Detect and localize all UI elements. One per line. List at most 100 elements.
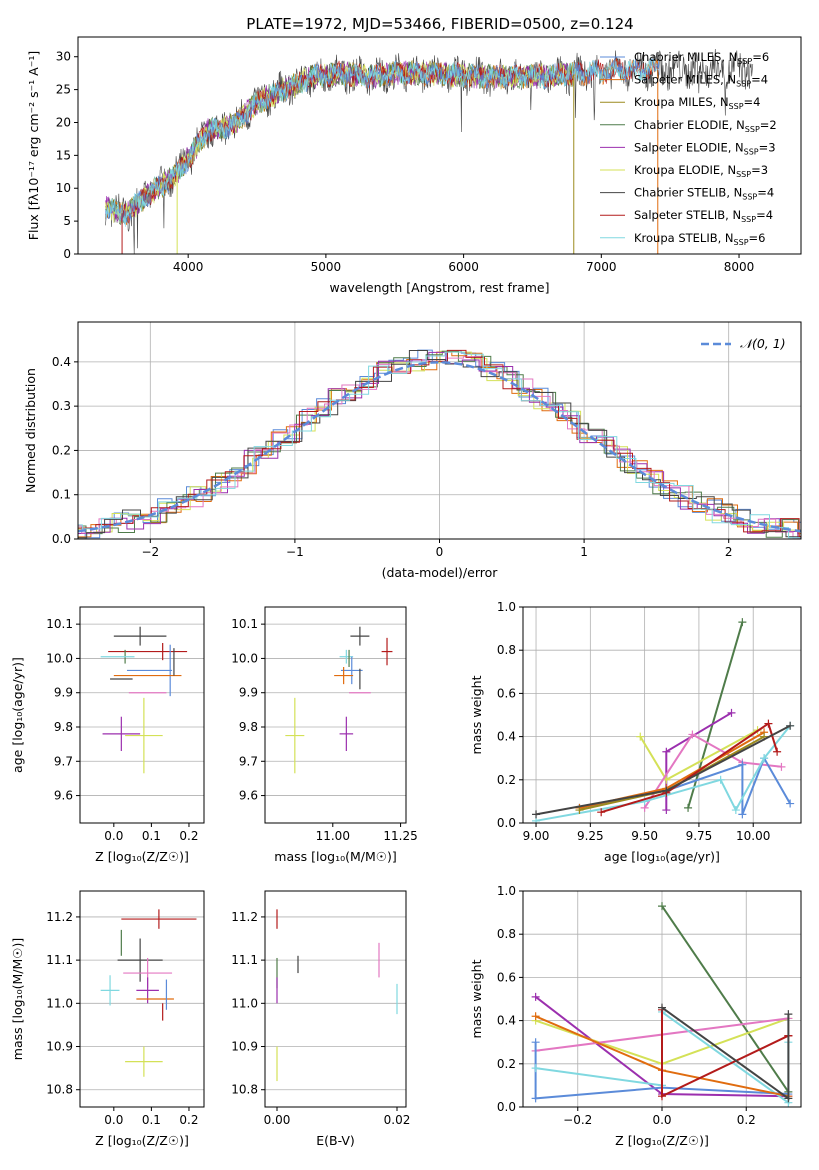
legend-subscript: SSP bbox=[737, 57, 752, 66]
y-tick-label: 9.9 bbox=[239, 686, 258, 700]
y-tick-label: 9.9 bbox=[54, 686, 73, 700]
weight-line-chabrier_elodie bbox=[661, 905, 790, 1093]
x-tick-label: 9.75 bbox=[686, 829, 713, 843]
weight-point bbox=[731, 806, 740, 815]
legend-subscript: SSP bbox=[734, 238, 749, 247]
y-tick-label: 9.8 bbox=[239, 720, 258, 734]
y-axis-label: age [log₁₀(age/yr)] bbox=[10, 657, 25, 773]
x-tick-label: 0.0 bbox=[104, 829, 123, 843]
y-tick-label: 15 bbox=[56, 148, 71, 162]
y-tick-label: 0.0 bbox=[497, 816, 516, 830]
y-tick-label: 0.6 bbox=[497, 970, 516, 984]
x-tick-label: 6000 bbox=[448, 260, 479, 274]
weight-point bbox=[658, 902, 666, 911]
y-tick-label: 10.9 bbox=[231, 1040, 258, 1054]
x-tick-label: 0.2 bbox=[737, 1113, 756, 1127]
ebv-mass-panel: 0.00 0.02 10.8 10.9 11.0 11.1 11.2 E(B-V) bbox=[231, 890, 411, 1148]
y-tick-label: 1.0 bbox=[497, 600, 516, 614]
weight-point bbox=[760, 754, 769, 763]
x-tick-label: 5000 bbox=[311, 260, 342, 274]
plot-area bbox=[531, 902, 793, 1107]
x-tick-label: 0.0 bbox=[104, 1113, 123, 1127]
gaussian-curve bbox=[78, 361, 801, 533]
y-tick-label: 0.2 bbox=[52, 443, 71, 457]
weight-point bbox=[688, 730, 697, 739]
y-axis-label: Flux [fλ10⁻¹⁷ erg cm⁻² s⁻¹ A⁻¹] bbox=[26, 51, 41, 240]
y-tick-label: 10.8 bbox=[46, 1083, 73, 1097]
y-tick-label: 10.9 bbox=[46, 1040, 73, 1054]
y-tick-label: 0.1 bbox=[52, 488, 71, 502]
plot-area bbox=[276, 909, 398, 1082]
legend-count: =4 bbox=[751, 73, 768, 87]
y-tick-label: 11.1 bbox=[231, 953, 258, 967]
y-tick-label: 10.1 bbox=[46, 617, 73, 631]
y-tick-label: 9.7 bbox=[54, 754, 73, 768]
legend-subscript: SSP bbox=[736, 80, 751, 89]
axes-frame bbox=[264, 606, 407, 824]
y-tick-label: 0 bbox=[63, 247, 71, 261]
x-axis-label: age [log₁₀(age/yr)] bbox=[604, 849, 720, 864]
y-tick-label: 1.0 bbox=[497, 884, 516, 898]
weight-point bbox=[658, 1092, 666, 1101]
legend-subscript: SSP bbox=[729, 102, 744, 111]
mass-age-panel: 11.00 11.25 9.6 9.7 9.8 9.9 10.0 10.1 mass [log₁… bbox=[231, 606, 418, 864]
legend-count: =3 bbox=[759, 140, 776, 154]
weight-point bbox=[777, 762, 786, 771]
x-tick-label: 9.00 bbox=[523, 829, 550, 843]
x-tick-label: 0.2 bbox=[179, 1113, 198, 1127]
legend-label: Chabrier MILES, NSSP=6 bbox=[634, 50, 769, 66]
legend-subscript: SSP bbox=[744, 147, 759, 156]
legend-subscript: SSP bbox=[736, 170, 751, 179]
legend-label: 𝒩(0, 1) bbox=[740, 336, 786, 351]
y-tick-label: 0.4 bbox=[52, 355, 71, 369]
spectrum-panel: 4000 5000 6000 7000 8000 0 5 10 15 20 25 30 waveleng… bbox=[26, 36, 802, 295]
weight-line-salpeter_miles bbox=[579, 731, 765, 809]
x-axis-label: E(B-V) bbox=[316, 1133, 355, 1148]
legend-subscript: SSP bbox=[745, 125, 760, 134]
x-tick-label: 9.25 bbox=[577, 829, 604, 843]
weight-point bbox=[597, 808, 606, 817]
x-tick-label: −1 bbox=[286, 545, 304, 559]
weight-point bbox=[662, 806, 671, 815]
y-axis-label: mass weight bbox=[469, 959, 484, 1038]
weight-point bbox=[531, 1012, 540, 1021]
legend-count: =4 bbox=[744, 95, 761, 109]
plot-area bbox=[105, 48, 754, 254]
y-tick-label: 9.7 bbox=[239, 754, 258, 768]
legend-count: =2 bbox=[760, 118, 777, 132]
legend-count: =4 bbox=[756, 208, 773, 222]
y-tick-label: 0.0 bbox=[52, 532, 71, 546]
y-tick-label: 0.4 bbox=[497, 1014, 516, 1028]
y-tick-label: 9.8 bbox=[54, 720, 73, 734]
y-tick-label: 20 bbox=[56, 115, 71, 129]
x-axis-label: Z [log₁₀(Z/Z☉)] bbox=[615, 1133, 709, 1148]
y-tick-label: 0.6 bbox=[497, 686, 516, 700]
x-tick-label: 0.02 bbox=[384, 1113, 411, 1127]
weight-point bbox=[784, 1010, 793, 1019]
y-tick-label: 11.1 bbox=[46, 953, 73, 967]
figure-title: PLATE=1972, MJD=53466, FIBERID=0500, z=0… bbox=[246, 15, 633, 33]
weight-point bbox=[662, 786, 671, 795]
weight-point bbox=[786, 799, 795, 808]
x-tick-label: 10.00 bbox=[736, 829, 770, 843]
weight-point bbox=[532, 810, 541, 819]
weight-line-pink bbox=[643, 733, 782, 809]
x-tick-label: 11.25 bbox=[383, 829, 417, 843]
y-tick-label: 10 bbox=[56, 181, 71, 195]
z-weight-panel: −0.2 0.0 0.2 0.0 0.2 0.4 0.6 0.8 1.0 Z [log₁₀(Z/Z… bbox=[469, 884, 802, 1148]
y-tick-label: 0.4 bbox=[497, 730, 516, 744]
x-tick-label: 0.2 bbox=[179, 829, 198, 843]
axes-frame bbox=[264, 890, 407, 1108]
legend-label: Kroupa MILES, NSSP=4 bbox=[634, 95, 760, 111]
y-tick-label: 11.2 bbox=[231, 910, 258, 924]
plot-area bbox=[100, 909, 197, 1077]
axes-frame bbox=[79, 606, 205, 824]
weight-line-chabrier_elodie bbox=[687, 621, 744, 809]
spectrum-line-kroupa_stelib bbox=[105, 57, 657, 227]
residual-histogram-panel: −2 −1 0 1 2 0.0 0.1 0.2 0.3 0.4 (data-model)/error… bbox=[23, 321, 802, 580]
legend-count: =4 bbox=[757, 186, 774, 200]
weight-point bbox=[531, 1094, 540, 1103]
y-tick-label: 0.3 bbox=[52, 399, 71, 413]
legend-count: =6 bbox=[749, 231, 766, 245]
